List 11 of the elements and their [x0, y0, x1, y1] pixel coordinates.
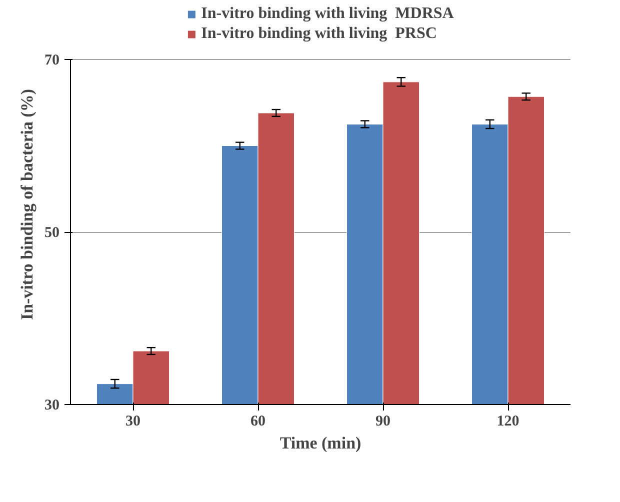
y-tick-label: 30 — [44, 398, 60, 414]
x-tick-label: 120 — [496, 414, 520, 430]
y-tick-label: 70 — [44, 52, 60, 68]
y-axis-title: In-vitro binding of bacteria (%) — [18, 88, 36, 320]
legend-label: In-vitro binding with living MDRSA — [201, 5, 454, 23]
x-tick-label: 90 — [376, 414, 390, 430]
legend-label: In-vitro binding with living PRSC — [201, 25, 437, 43]
x-axis-title: Time (min) — [280, 434, 362, 452]
x-tick-label: 30 — [126, 414, 140, 430]
y-tick-label: 50 — [44, 225, 60, 241]
x-tick-label: 60 — [250, 414, 266, 430]
